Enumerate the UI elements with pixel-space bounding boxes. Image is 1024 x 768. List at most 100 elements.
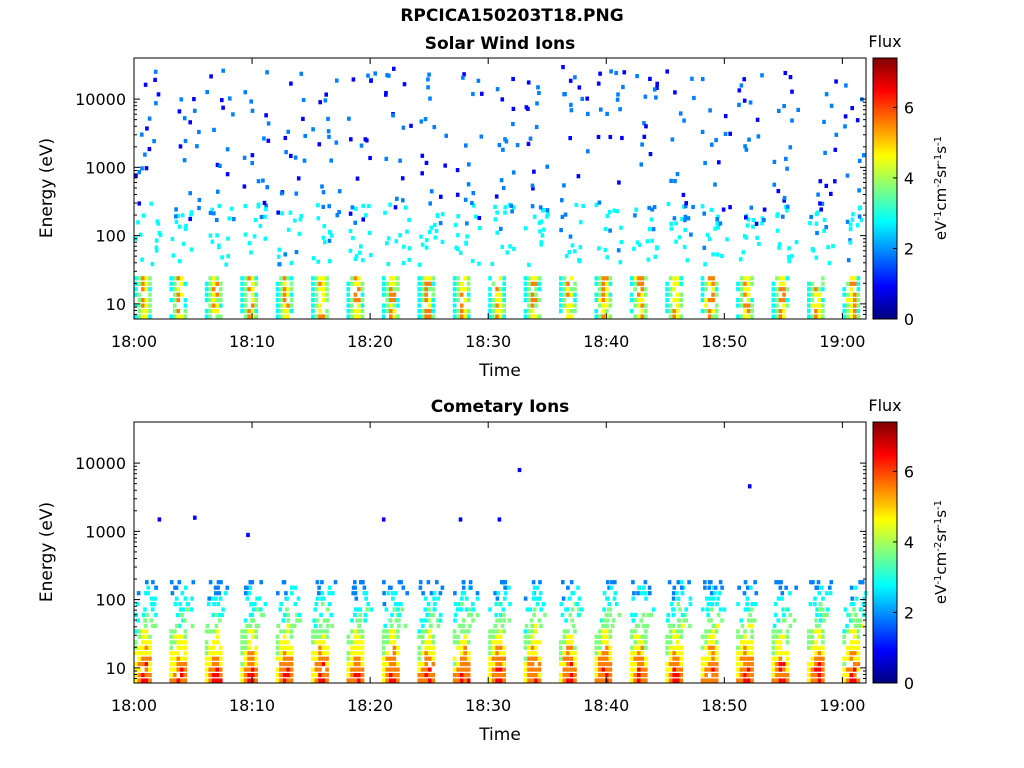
spectrogram-cell <box>284 150 288 155</box>
spectrogram-cell <box>180 667 184 672</box>
spectrogram-cell <box>672 678 676 683</box>
spectrogram-cell <box>530 662 535 667</box>
spectrogram-cell <box>736 281 740 286</box>
spectrogram-cell <box>498 298 503 303</box>
spectrogram-cell <box>711 281 715 286</box>
spectrogram-cell <box>531 596 536 601</box>
spectrogram-cell <box>360 645 365 650</box>
spectrogram-cell <box>181 607 186 612</box>
spectrogram-cell <box>855 118 860 123</box>
spectrogram-cell <box>420 153 425 158</box>
spectrogram-cell <box>209 74 213 79</box>
spectrogram-cell <box>856 276 861 281</box>
spectrogram-cell <box>716 596 720 601</box>
spectrogram-cell <box>530 629 535 634</box>
spectrogram-cell <box>810 673 815 678</box>
spectrogram-cell <box>773 602 778 607</box>
spectrogram-cell <box>208 287 212 292</box>
spectrogram-cell <box>258 223 263 229</box>
spectrogram-cell <box>247 651 251 656</box>
spectrogram-cell <box>381 314 386 319</box>
spectrogram-cell <box>828 585 832 590</box>
spectrogram-cell <box>737 88 742 93</box>
spectrogram-cell <box>183 298 188 303</box>
spectrogram-cell <box>289 303 294 308</box>
spectrogram-cell <box>455 168 460 173</box>
spectrogram-cell <box>318 673 322 678</box>
spectrogram-cell <box>243 232 248 237</box>
spectrogram-cell <box>601 667 606 672</box>
spectrogram-cell <box>538 205 543 210</box>
spectrogram-cell <box>488 667 492 672</box>
spectrogram-cell <box>608 645 613 650</box>
spectrogram-cell <box>488 287 492 292</box>
spectrogram-cell <box>743 651 747 656</box>
spectrogram-cell <box>842 629 846 634</box>
spectrogram-cell <box>785 673 790 678</box>
spectrogram-cell <box>559 281 563 286</box>
colorbar-gradient <box>872 421 898 684</box>
spectrogram-cell <box>146 591 150 596</box>
spectrogram-cell <box>706 602 711 607</box>
spectrogram-cell <box>278 607 282 612</box>
spectrogram-cell <box>679 656 684 661</box>
spectrogram-cell <box>141 662 145 667</box>
spectrogram-cell <box>527 673 531 678</box>
spectrogram-cell <box>853 640 857 645</box>
spectrogram-cell <box>608 276 613 281</box>
spectrogram-cell <box>386 236 391 241</box>
spectrogram-cell <box>204 645 209 650</box>
spectrogram-cell <box>250 673 255 678</box>
spectrogram-cell <box>684 201 688 206</box>
spectrogram-cell <box>749 205 754 210</box>
spectrogram-cell <box>785 166 789 171</box>
spectrogram-cell <box>318 634 322 639</box>
spectrogram-cell <box>385 287 390 292</box>
spectrogram-cell <box>743 287 747 292</box>
spectrogram-cell <box>452 634 457 639</box>
spectrogram-cell <box>665 292 669 297</box>
spectrogram-cell <box>357 276 361 281</box>
spectrogram-cell <box>456 678 460 683</box>
spectrogram-cell <box>856 662 861 667</box>
spectrogram-cell <box>746 314 751 319</box>
spectrogram-cell <box>460 596 464 601</box>
spectrogram-cell <box>700 607 705 612</box>
spectrogram-cell <box>828 591 833 596</box>
spectrogram-cell <box>180 673 184 678</box>
spectrogram-cell <box>221 607 225 612</box>
spectrogram-cell <box>704 678 708 683</box>
spectrogram-cell <box>428 678 432 683</box>
spectrogram-cell <box>389 673 393 678</box>
spectrogram-cell <box>679 580 684 585</box>
spectrogram-cell <box>707 640 712 645</box>
spectrogram-cell <box>527 656 531 661</box>
spectrogram-cell <box>144 166 149 171</box>
spectrogram-cell <box>845 281 850 286</box>
spectrogram-cell <box>644 640 648 645</box>
spectrogram-cell <box>335 78 339 83</box>
spectrogram-cell <box>640 303 645 308</box>
spectrogram-cell <box>810 287 815 292</box>
spectrogram-cell <box>183 678 188 683</box>
spectrogram-cell <box>466 651 471 656</box>
spectrogram-cell <box>261 612 266 618</box>
spectrogram-cell <box>539 607 543 612</box>
spectrogram-cell <box>488 298 492 303</box>
spectrogram-cell <box>778 634 783 639</box>
spectrogram-cell <box>465 234 469 239</box>
spectrogram-cell <box>137 201 141 206</box>
spectrogram-cell <box>290 623 295 628</box>
x-tick-label: 18:10 <box>229 332 275 351</box>
spectrogram-cell <box>207 596 211 601</box>
spectrogram-cell <box>856 667 861 672</box>
spectrogram-cell <box>470 200 474 206</box>
spectrogram-cell <box>247 645 251 650</box>
spectrogram-cell <box>263 236 268 241</box>
spectrogram-cell <box>722 607 727 612</box>
spectrogram-cell <box>851 212 855 217</box>
spectrogram-cell <box>189 247 194 252</box>
spectrogram-cell <box>507 618 512 623</box>
spectrogram-cell <box>396 287 400 292</box>
spectrogram-cell <box>736 287 740 292</box>
